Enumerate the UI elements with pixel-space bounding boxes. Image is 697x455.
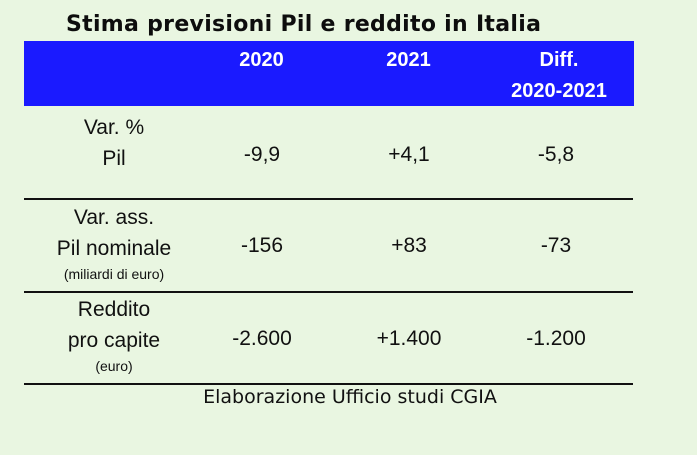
cell-2021: +1.400 xyxy=(376,327,442,350)
row-label: Reddito pro capite (euro) xyxy=(24,294,204,376)
cell-2020: -156 xyxy=(240,234,284,257)
row-label-line1: Var. % xyxy=(83,116,145,139)
cell-2021: +83 xyxy=(391,234,427,257)
table-row-pil-nominale: Var. ass. Pil nominale (miliardi di euro… xyxy=(24,201,633,291)
cell-diff: -73 xyxy=(540,234,572,257)
row-label-note: (euro) xyxy=(95,358,133,374)
table-row-pil-pct: Var. % Pil -9,9 +4,1 -5,8 xyxy=(24,110,633,198)
row-label-line1: Var. ass. xyxy=(73,206,155,229)
row-divider xyxy=(24,291,633,293)
header-diff-line1: Diff. xyxy=(539,49,579,71)
table-header: 2020 2021 Diff. 2020-2021 xyxy=(24,41,634,106)
cell-2021: +4,1 xyxy=(388,143,430,166)
cell-diff: -5,8 xyxy=(537,143,575,166)
row-divider xyxy=(24,198,633,200)
row-label-line1: Reddito xyxy=(77,298,151,321)
cell-2020: -2.600 xyxy=(232,327,292,350)
row-label: Var. % Pil xyxy=(24,112,204,174)
table-title: Stima previsioni Pil e reddito in Italia xyxy=(66,12,542,37)
source-note: Elaborazione Ufficio studi CGIA xyxy=(203,386,497,408)
cell-diff: -1.200 xyxy=(526,327,586,350)
row-label: Var. ass. Pil nominale (miliardi di euro… xyxy=(24,202,204,284)
row-label-line2: Pil xyxy=(102,147,126,170)
header-2021: 2021 xyxy=(386,49,431,71)
row-label-line2: pro capite xyxy=(67,329,161,352)
row-label-note: (miliardi di euro) xyxy=(63,266,165,282)
row-divider xyxy=(24,383,633,385)
header-diff-line2: 2020-2021 xyxy=(511,80,607,102)
cell-2020: -9,9 xyxy=(243,143,281,166)
table-row-reddito: Reddito pro capite (euro) -2.600 +1.400 … xyxy=(24,294,633,382)
header-2020: 2020 xyxy=(239,49,284,71)
row-label-line2: Pil nominale xyxy=(56,237,172,260)
header-diff: Diff. 2020-2021 xyxy=(484,45,634,107)
